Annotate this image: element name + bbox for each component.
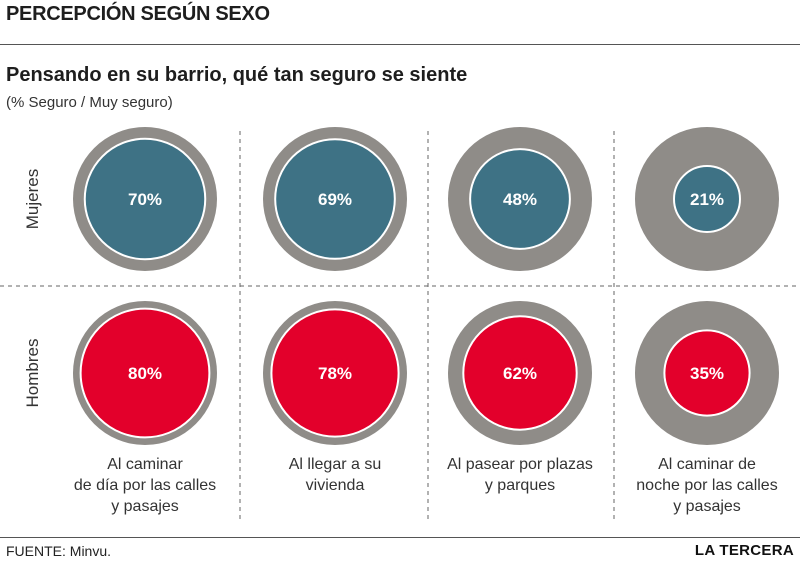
unit-note: (% Seguro / Muy seguro) (6, 94, 173, 111)
header-title: PERCEPCIÓN SEGÚN SEXO (6, 3, 270, 25)
category-label: y pasajes (673, 498, 741, 515)
row-label-mujeres: Mujeres (23, 169, 42, 229)
value-circle (462, 315, 578, 431)
category-label: Al caminar (107, 456, 183, 473)
category-label: y pasajes (111, 498, 179, 515)
value-label: 78% (318, 364, 352, 383)
brand-logo: LA TERCERA (694, 542, 794, 559)
value-circle (673, 165, 741, 233)
category-label: Al caminar de (658, 456, 756, 473)
value-circle (83, 137, 207, 261)
value-label: 69% (318, 190, 352, 209)
circle-chart: Mujeres Hombres 70% 69% 48% 21% 80% 78% 62% 35% Al… (0, 127, 800, 520)
value-circle (274, 138, 396, 260)
category-label: Al llegar a su (289, 456, 382, 473)
value-label: 48% (503, 190, 537, 209)
value-circle (79, 307, 211, 439)
value-label: 21% (690, 190, 724, 209)
category-label: y parques (485, 477, 555, 494)
value-circle (469, 148, 571, 250)
value-label: 80% (128, 364, 162, 383)
value-circle (270, 308, 400, 438)
source-note: FUENTE: Minvu. (6, 543, 112, 559)
category-label: noche por las calles (636, 477, 777, 494)
value-label: 62% (503, 364, 537, 383)
header-rule (0, 44, 800, 45)
chart-subtitle: Pensando en su barrio, qué tan seguro se… (6, 64, 468, 86)
value-label: 70% (128, 190, 162, 209)
row-label-hombres: Hombres (23, 339, 42, 408)
category-label: de día por las calles (74, 477, 216, 494)
category-label: Al pasear por plazas (447, 456, 593, 473)
value-label: 35% (690, 364, 724, 383)
category-label: vivienda (306, 477, 365, 494)
value-circle (663, 329, 751, 417)
footer-rule (0, 537, 800, 538)
